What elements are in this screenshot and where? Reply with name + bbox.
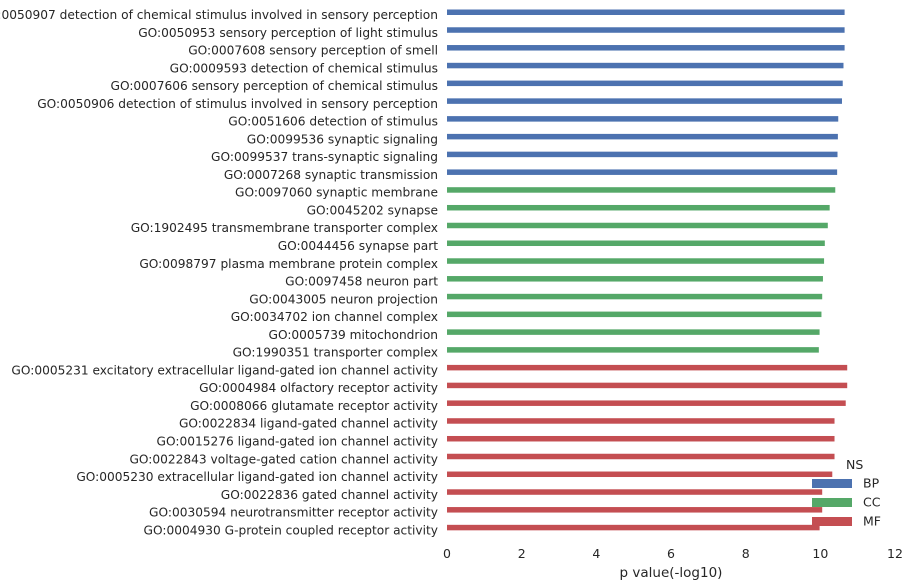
category-label: GO:0007606 sensory perception of chemica… bbox=[111, 79, 439, 93]
bar-cc bbox=[447, 276, 823, 282]
category-label: GO:0005230 extracellular ligand-gated io… bbox=[76, 470, 438, 484]
x-tick-label: 0 bbox=[443, 546, 451, 561]
category-label: GO:0004984 olfactory receptor activity bbox=[199, 381, 438, 395]
bar-mf bbox=[447, 471, 833, 478]
category-label: GO:0051606 detection of stimulus bbox=[228, 115, 438, 129]
category-label: GO:0044456 synapse part bbox=[278, 239, 439, 253]
bar-cc bbox=[447, 258, 825, 264]
bar-mf bbox=[447, 364, 848, 371]
bar-bp bbox=[447, 116, 839, 122]
bars-layer bbox=[447, 9, 848, 531]
bar-mf bbox=[447, 524, 820, 531]
bar-mf bbox=[447, 507, 823, 513]
category-label: GO:0050953 sensory perception of light s… bbox=[138, 26, 438, 40]
x-tick-label: 8 bbox=[742, 546, 750, 561]
category-label: GO:0030594 neurotransmitter receptor act… bbox=[149, 506, 438, 520]
bar-cc bbox=[447, 204, 830, 211]
category-label: GO:0045202 synapse bbox=[307, 203, 438, 217]
category-label: GO:1902495 transmembrane transporter com… bbox=[131, 221, 438, 235]
bar-mf bbox=[447, 382, 848, 389]
x-tick-label: 10 bbox=[812, 546, 828, 561]
bar-cc bbox=[447, 222, 828, 229]
bar-bp bbox=[447, 62, 844, 69]
category-label: GO:0005231 excitatory extracellular liga… bbox=[11, 363, 438, 377]
category-label: GO:0097458 neuron part bbox=[285, 275, 438, 289]
category-label: GO:0022834 ligand-gated channel activity bbox=[179, 417, 438, 431]
category-label: GO:0009593 detection of chemical stimulu… bbox=[170, 61, 438, 75]
x-tick-label: 6 bbox=[667, 546, 675, 561]
legend-label-bp: BP bbox=[863, 476, 880, 491]
legend-swatch-bp bbox=[812, 479, 852, 488]
bar-mf bbox=[447, 418, 835, 424]
bar-cc bbox=[447, 347, 819, 353]
category-label: GO:0008066 glutamate receptor activity bbox=[190, 399, 438, 413]
category-labels: GO:0050907 detection of chemical stimulu… bbox=[0, 8, 438, 537]
x-tick-label: 4 bbox=[592, 546, 600, 561]
bar-bp bbox=[447, 151, 838, 158]
category-label: GO:0007608 sensory perception of smell bbox=[188, 44, 438, 58]
bar-bp bbox=[447, 27, 845, 33]
bar-bp bbox=[447, 133, 838, 140]
x-tick-label: 2 bbox=[518, 546, 526, 561]
category-label: GO:0005739 mitochondrion bbox=[269, 328, 439, 342]
bar-cc bbox=[447, 311, 822, 318]
category-label: GO:0007268 synaptic transmission bbox=[224, 168, 438, 182]
bar-mf bbox=[447, 489, 823, 495]
bar-mf bbox=[447, 400, 846, 406]
legend-label-cc: CC bbox=[863, 495, 881, 510]
x-tick-label: 12 bbox=[887, 546, 903, 561]
x-axis-ticks: 0 2 4 6 8 10 12 bbox=[443, 546, 903, 561]
legend-entries: BP CC MF bbox=[812, 476, 881, 529]
bar-bp bbox=[447, 80, 843, 87]
category-label: GO:0022836 gated channel activity bbox=[221, 488, 438, 502]
category-label: GO:0097060 synaptic membrane bbox=[235, 186, 438, 200]
category-label: GO:1990351 transporter complex bbox=[233, 346, 438, 360]
bar-bp bbox=[447, 9, 845, 15]
bar-mf bbox=[447, 453, 835, 460]
category-label: GO:0015276 ligand-gated ion channel acti… bbox=[157, 434, 438, 448]
legend-swatch-mf bbox=[812, 517, 852, 526]
bar-bp bbox=[447, 45, 845, 51]
category-label: GO:0098797 plasma membrane protein compl… bbox=[139, 257, 438, 271]
category-label: GO:0043005 neuron projection bbox=[249, 292, 438, 306]
bar-mf bbox=[447, 435, 835, 442]
bar-cc bbox=[447, 293, 823, 300]
category-label: GO:0099537 trans-synaptic signaling bbox=[211, 150, 438, 164]
category-label: GO:0099536 synaptic signaling bbox=[247, 132, 438, 146]
bar-cc bbox=[447, 187, 836, 193]
legend-title: NS bbox=[846, 457, 863, 472]
legend: NS BP CC MF bbox=[812, 457, 881, 529]
x-axis-title: p value(-log10) bbox=[620, 565, 723, 581]
bar-cc bbox=[447, 240, 825, 247]
legend-label-mf: MF bbox=[863, 514, 881, 529]
bar-bp bbox=[447, 98, 842, 104]
bar-cc bbox=[447, 329, 820, 335]
category-label: GO:0050906 detection of stimulus involve… bbox=[37, 97, 438, 111]
category-label: GO:0034702 ion channel complex bbox=[231, 310, 438, 324]
category-label: GO:0022843 voltage-gated cation channel … bbox=[129, 452, 438, 466]
legend-swatch-cc bbox=[812, 498, 852, 507]
category-label: GO:0050907 detection of chemical stimulu… bbox=[0, 8, 438, 22]
category-label: GO:0004930 G-protein coupled receptor ac… bbox=[144, 523, 438, 537]
bar-bp bbox=[447, 169, 838, 175]
